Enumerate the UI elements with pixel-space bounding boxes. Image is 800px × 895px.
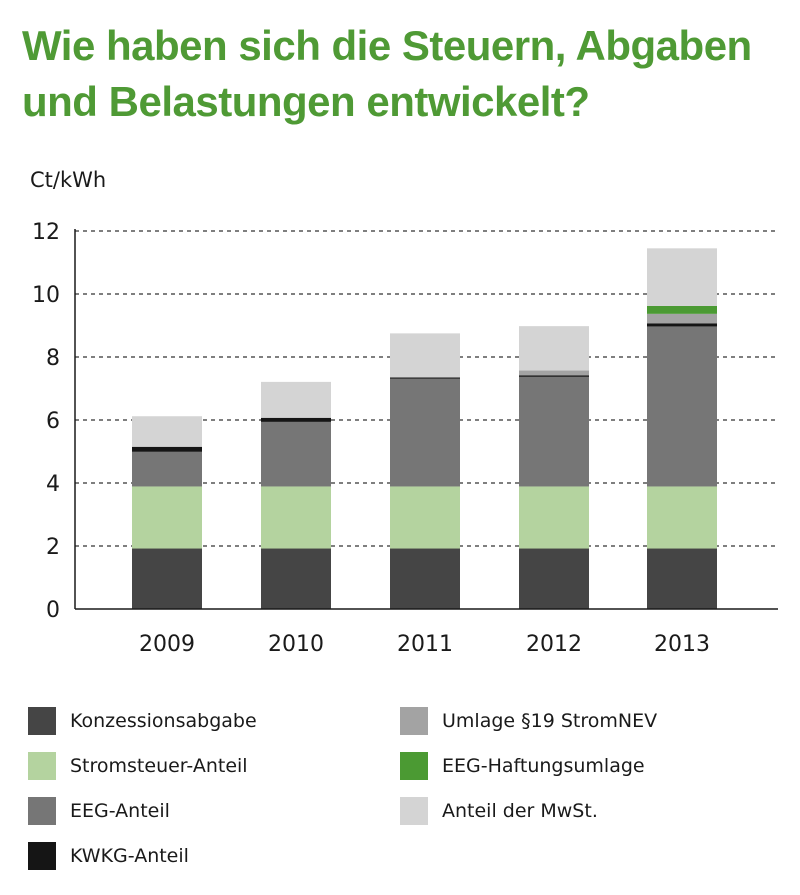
- bar-segment: [132, 548, 202, 609]
- bar-segment: [132, 486, 202, 549]
- y-tick-label: 8: [46, 346, 60, 371]
- y-tick-label: 4: [46, 472, 60, 497]
- x-tick-label: 2009: [139, 632, 195, 657]
- bar-segment: [519, 326, 589, 371]
- y-tick-label: 10: [32, 283, 60, 308]
- legend-swatch: [400, 707, 428, 735]
- bar-segment: [132, 416, 202, 447]
- bar-segment: [647, 486, 717, 549]
- legend-swatch: [400, 752, 428, 780]
- legend-item: EEG-Anteil: [28, 796, 170, 826]
- legend-item: Stromsteuer-Anteil: [28, 751, 248, 781]
- title-line-1: Wie haben sich die Steuern, Abgaben: [22, 22, 752, 69]
- bar-segment: [261, 381, 331, 418]
- legend-label: Anteil der MwSt.: [442, 800, 598, 822]
- bar-segment: [132, 451, 202, 487]
- x-tick-label: 2013: [654, 632, 710, 657]
- legend-item: KWKG-Anteil: [28, 841, 189, 871]
- bar-segment: [261, 421, 331, 487]
- bar-segment: [519, 370, 589, 376]
- bar-segment: [647, 323, 717, 327]
- x-tick-label: 2012: [526, 632, 582, 657]
- bar-segment: [132, 446, 202, 452]
- legend-label: EEG-Haftungsumlage: [442, 755, 645, 777]
- legend-swatch: [28, 752, 56, 780]
- legend-swatch: [28, 707, 56, 735]
- stacked-bar-chart: 0 2 4 6 8 10 12 2009 2010 2011 2012 2013: [32, 220, 778, 657]
- y-tick-label: 0: [46, 598, 60, 623]
- legend-swatch: [28, 797, 56, 825]
- bar-segment: [647, 305, 717, 314]
- bar-segment: [390, 548, 460, 609]
- bar-segment: [519, 548, 589, 609]
- y-tick-label: 6: [46, 409, 60, 434]
- bar-segment: [647, 248, 717, 306]
- bar-segment: [519, 486, 589, 549]
- y-tick-label: 12: [32, 220, 60, 245]
- chart-legend: Konzessionsabgabe Umlage §19 StromNEV Stro…: [28, 706, 788, 886]
- bar-segment: [390, 333, 460, 378]
- legend-label: KWKG-Anteil: [70, 845, 189, 867]
- legend-swatch: [28, 842, 56, 870]
- legend-label: Umlage §19 StromNEV: [442, 710, 658, 732]
- legend-label: Konzessionsabgabe: [70, 710, 257, 732]
- legend-swatch: [400, 797, 428, 825]
- bar-segment: [261, 486, 331, 549]
- bar-segment: [519, 376, 589, 487]
- bar-segment: [519, 375, 589, 377]
- legend-item: Umlage §19 StromNEV: [400, 706, 657, 736]
- y-axis-unit-label: Ct/kWh: [30, 168, 107, 192]
- bar-segment: [647, 548, 717, 609]
- legend-label: Stromsteuer-Anteil: [70, 755, 248, 777]
- bar-segment: [390, 486, 460, 549]
- bar-segment: [647, 313, 717, 324]
- bar-segment: [647, 326, 717, 487]
- chart-title: Wie haben sich die Steuern, Abgaben und …: [22, 18, 782, 130]
- bar-segment: [390, 378, 460, 487]
- legend-item: Konzessionsabgabe: [28, 706, 257, 736]
- legend-label: EEG-Anteil: [70, 800, 170, 822]
- legend-item: EEG-Haftungsumlage: [400, 751, 645, 781]
- y-tick-label: 2: [46, 535, 60, 560]
- bar-segment: [390, 377, 460, 379]
- legend-item: Anteil der MwSt.: [400, 796, 598, 826]
- bar-segment: [261, 548, 331, 609]
- x-tick-label: 2011: [397, 632, 453, 657]
- title-line-2: und Belastungen entwickelt?: [22, 78, 590, 125]
- x-tick-label: 2010: [268, 632, 324, 657]
- bar-segment: [261, 417, 331, 422]
